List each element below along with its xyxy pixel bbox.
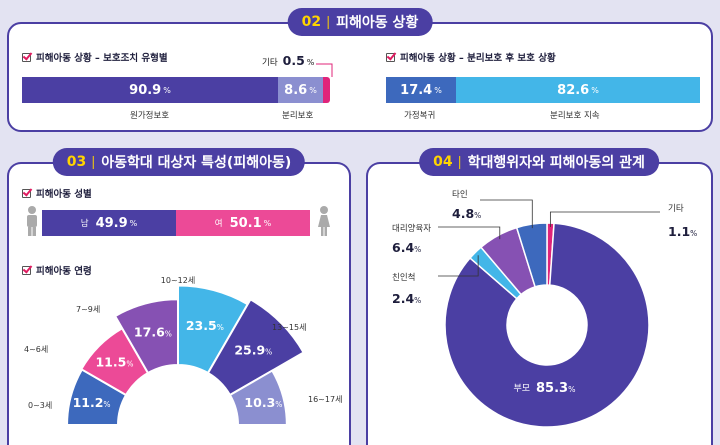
age-value: 23.5% — [186, 318, 224, 333]
age-value: 17.6% — [134, 324, 172, 339]
relationship-value: 4.8% — [452, 206, 481, 221]
age-segment — [228, 369, 288, 426]
relationship-label: 기타 — [668, 204, 684, 214]
relationship-segment — [515, 222, 548, 288]
relationship-label: 타인 — [452, 189, 468, 200]
section-number: 02 — [301, 14, 322, 30]
relationship-value-parent: 85.3% — [536, 381, 576, 396]
label-other-protection: 기타 0.5% — [262, 53, 315, 68]
relationship-label: 친인척 — [392, 272, 415, 283]
age-label: 16~17세 — [308, 395, 342, 404]
label-home-protection: 원가정보호 — [130, 111, 170, 121]
age-value: 11.5% — [95, 354, 133, 369]
age-label: 0~3세 — [28, 401, 52, 410]
female-icon — [318, 206, 330, 236]
protection-type-subtitle: 피해아동 상황 – 보호조치 유형별 — [22, 50, 168, 64]
bar-separation: 8.6% — [278, 77, 323, 103]
checkbox-icon — [22, 265, 31, 275]
header-divider — [459, 155, 461, 169]
bar-other-protection — [323, 77, 330, 103]
section-title: 피해아동 상황 — [336, 15, 419, 31]
relationship-value: 1.1% — [668, 224, 697, 239]
relationship-value: 6.4% — [392, 240, 421, 255]
male-icon — [27, 206, 37, 236]
section-02-header: 02 피해아동 상황 — [287, 8, 433, 36]
age-segment — [206, 298, 305, 397]
after-separation-subtitle: 피해아동 상황 – 분리보호 후 보호 상황 — [386, 50, 556, 64]
section-title: 아동학대 대상자 특성(피해아동) — [101, 155, 292, 171]
age-value: 10.3% — [244, 395, 282, 410]
leader-line — [438, 255, 479, 277]
age-value: 11.2% — [73, 395, 111, 410]
relationship-segment — [444, 222, 650, 428]
relationship-label-parent: 부모 — [513, 383, 530, 394]
gender-subtitle: 피해아동 성별 — [22, 186, 92, 200]
leader-line — [316, 63, 333, 77]
section-03-header: 03 아동학대 대상자 특성(피해아동) — [52, 148, 306, 176]
bar-return-home: 17.4% — [386, 77, 456, 103]
header-divider — [93, 155, 95, 169]
bar-male: 남 49.9% — [42, 210, 176, 236]
checkbox-icon — [22, 52, 31, 62]
label-continued-separation: 분리보호 지속 — [550, 111, 600, 121]
section-04-header: 04 학대행위자와 피해아동의 관계 — [419, 148, 659, 176]
age-label: 13~15세 — [272, 323, 306, 332]
checkbox-icon — [22, 188, 31, 198]
section-title: 학대행위자와 피해아동의 관계 — [467, 155, 645, 171]
leader-line — [480, 199, 533, 229]
section-number: 03 — [66, 154, 87, 170]
label-return-home: 가정복귀 — [404, 111, 436, 121]
leader-line — [549, 211, 660, 228]
relationship-value: 2.4% — [392, 291, 421, 306]
age-label: 4~6세 — [24, 345, 48, 354]
age-label: 10~12세 — [161, 276, 195, 285]
bar-home-protection: 90.9% — [22, 77, 278, 103]
bar-female: 여 50.1% — [176, 210, 310, 236]
leader-line — [438, 226, 501, 240]
label-separation: 분리보호 — [282, 111, 314, 121]
relationship-label: 대리양육자 — [392, 223, 431, 234]
age-value: 25.9% — [234, 343, 272, 358]
bar-continued-separation: 82.6% — [456, 77, 700, 103]
section-number: 04 — [433, 154, 453, 170]
checkbox-icon — [386, 52, 395, 62]
age-subtitle: 피해아동 연령 — [22, 263, 92, 277]
header-divider — [328, 15, 330, 29]
age-label: 7~9세 — [76, 305, 100, 314]
